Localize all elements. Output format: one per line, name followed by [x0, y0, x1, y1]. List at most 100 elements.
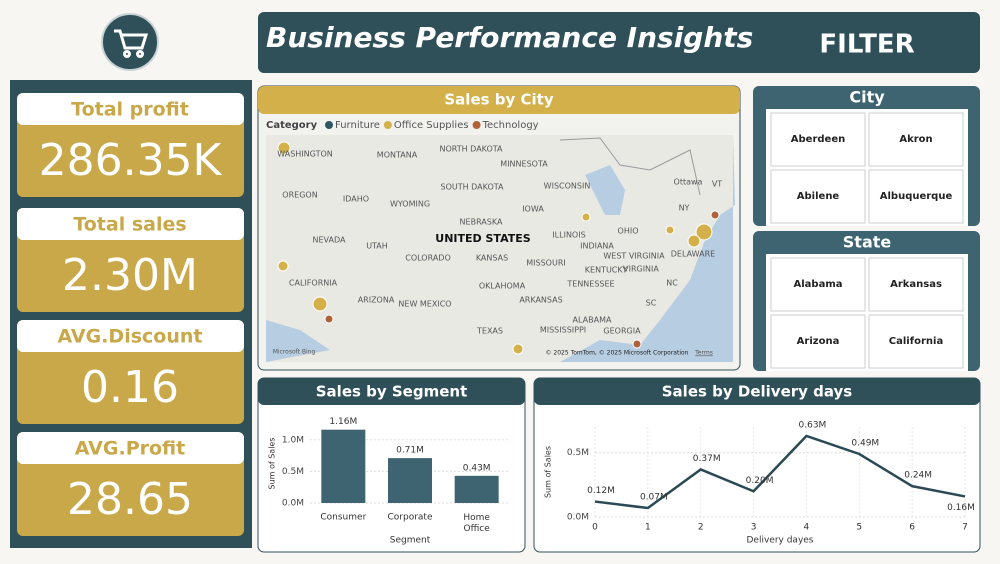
- kpi-label: AVG.Discount: [58, 326, 203, 348]
- map-label: WEST VIRGINIA: [603, 252, 665, 261]
- map-label: UNITED STATES: [435, 232, 530, 245]
- kpi-label-bg: [17, 320, 244, 352]
- map-label[interactable]: Terms: [694, 350, 713, 357]
- filter-option[interactable]: Arkansas: [890, 279, 942, 290]
- map-label: MINNESOTA: [500, 160, 548, 169]
- map-label: WISCONSIN: [544, 182, 591, 191]
- filter-tile[interactable]: [868, 112, 964, 167]
- y-tick-label: 0.0M: [282, 499, 304, 509]
- map-label: OREGON: [282, 191, 317, 200]
- legend-swatch: [325, 121, 333, 129]
- title: Business Performance Insights: [266, 21, 753, 54]
- cart-icon: [114, 29, 149, 58]
- map-label: MISSOURI: [526, 259, 566, 268]
- kpi-value: 0.16: [81, 362, 179, 413]
- data-label: 0.71M: [396, 446, 424, 456]
- data-label: 0.37M: [693, 454, 721, 464]
- header-banner: [258, 12, 980, 73]
- y-tick-label: 1.0M: [282, 435, 304, 445]
- filter-tile[interactable]: [868, 257, 964, 312]
- map-label: Ottawa: [674, 178, 703, 187]
- map-title: Sales by City: [444, 91, 553, 109]
- data-label: 0.43M: [463, 463, 491, 473]
- ocean: [560, 135, 735, 362]
- x-tick-label: Corporate: [388, 513, 433, 523]
- map-label: ILLINOIS: [552, 231, 585, 240]
- filter-tile[interactable]: [868, 169, 964, 224]
- map-label: IDAHO: [343, 195, 369, 204]
- filter-option[interactable]: Albuquerque: [880, 191, 953, 202]
- filter-option[interactable]: Aberdeen: [791, 134, 845, 145]
- kpi-value: 2.30M: [62, 250, 198, 301]
- map-label: TENNESSEE: [566, 280, 614, 289]
- filter-tile[interactable]: [770, 257, 866, 312]
- filter-option[interactable]: Akron: [899, 134, 932, 145]
- data-label: 0.49M: [851, 439, 879, 449]
- map-label: ALABAMA: [573, 316, 612, 325]
- map-label: VIRGINIA: [623, 265, 659, 274]
- x-tick-label: 4: [804, 523, 810, 533]
- data-label: 0.16M: [947, 503, 975, 513]
- lakes: [585, 165, 625, 215]
- data-label: 0.12M: [587, 486, 615, 496]
- y-tick-label: 0.5M: [282, 467, 304, 477]
- kpi-label: AVG.Profit: [75, 438, 185, 460]
- map-label: INDIANA: [580, 242, 614, 251]
- chart-title: Sales by Delivery days: [662, 383, 853, 401]
- kpi-label: Total sales: [73, 214, 186, 236]
- data-label: 0.63M: [799, 421, 827, 431]
- filter-tile[interactable]: [770, 169, 866, 224]
- map-label: NY: [679, 204, 690, 213]
- map-label: Microsoft Bing: [273, 349, 316, 356]
- filter-tile[interactable]: [868, 314, 964, 369]
- filter-option[interactable]: Arizona: [797, 336, 840, 347]
- chart-header: [258, 378, 525, 405]
- map-label: NEVADA: [313, 236, 346, 245]
- map-label: © 2025 TomTom, © 2025 Microsoft Corporat…: [546, 350, 689, 357]
- map-label: GEORGIA: [603, 327, 641, 336]
- bar: [388, 458, 432, 503]
- legend-swatch: [383, 121, 392, 129]
- map-label: DELAWARE: [671, 250, 715, 259]
- map-label: NEBRASKA: [460, 218, 503, 227]
- filter-option[interactable]: California: [889, 336, 943, 347]
- pacific: [266, 320, 330, 362]
- kpi-label-bg: [17, 432, 244, 464]
- map-label: WYOMING: [390, 200, 430, 209]
- map-header: [258, 86, 740, 114]
- map-pies: [277, 141, 720, 355]
- filter-option[interactable]: Abilene: [797, 191, 840, 202]
- filter-option[interactable]: Alabama: [794, 279, 843, 290]
- filter-title: City: [849, 88, 885, 107]
- map-area: [266, 135, 733, 362]
- map-label: CALIFORNIA: [289, 279, 338, 288]
- map-label: ARIZONA: [358, 296, 395, 305]
- map-label: SOUTH DAKOTA: [440, 183, 504, 192]
- filter-tile[interactable]: [770, 112, 866, 167]
- map-label: UTAH: [366, 242, 388, 251]
- map-label: NORTH DAKOTA: [439, 145, 503, 154]
- line: [594, 434, 966, 510]
- kpi-label-bg: [17, 93, 244, 125]
- chart-title: Sales by Segment: [316, 383, 468, 401]
- bar: [454, 475, 499, 503]
- map-label: WASHINGTON: [277, 150, 332, 159]
- kpi-value: 286.35K: [39, 135, 223, 186]
- chart-header: [534, 378, 980, 405]
- kpi-value: 28.65: [67, 474, 193, 525]
- map-label: MISSISSIPPI: [540, 326, 586, 335]
- legend-item: Furniture: [335, 120, 380, 131]
- legend-item: Office Supplies: [394, 120, 469, 131]
- logo: [101, 13, 159, 71]
- kpi-label-bg: [17, 208, 244, 240]
- map-label: KANSAS: [476, 254, 508, 263]
- y-axis-label: Sum of Sales: [268, 437, 277, 489]
- y-tick-label: 0.0M: [567, 513, 589, 523]
- data-label: 0.20M: [746, 476, 774, 486]
- map-label: KENTUCKY: [585, 266, 628, 275]
- map-label: NC: [666, 279, 678, 288]
- x-tick-label: 5: [856, 523, 862, 533]
- filter-tile[interactable]: [770, 314, 866, 369]
